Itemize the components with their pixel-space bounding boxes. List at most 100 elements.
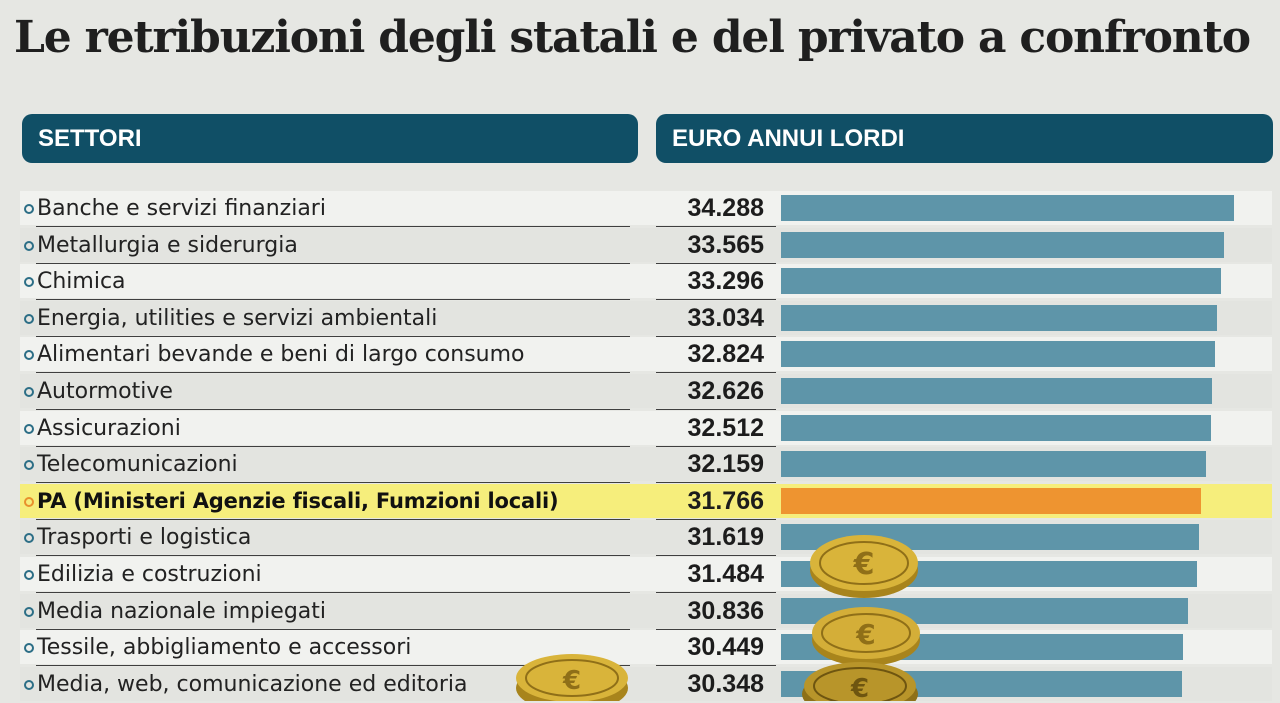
- category-label: Media, web, comunicazione ed editoria: [37, 672, 468, 697]
- chart-row: Chimica 33.296: [0, 263, 1280, 300]
- svg-text:€: €: [855, 618, 875, 651]
- value-divider: [656, 629, 776, 630]
- chart-row: Energia, utilities e servizi ambientali 3…: [0, 300, 1280, 337]
- value-label: 32.512: [687, 414, 764, 442]
- row-divider: [36, 299, 630, 300]
- svg-text:€: €: [853, 547, 875, 582]
- value-label: 31.484: [687, 560, 764, 588]
- value-divider: [656, 555, 776, 556]
- euro-header-label: EURO ANNUI LORDI: [672, 125, 905, 152]
- row-divider: [36, 482, 630, 483]
- bar: [781, 451, 1206, 477]
- value-divider: [656, 263, 776, 264]
- row-divider: [36, 263, 630, 264]
- value-divider: [656, 226, 776, 227]
- chart-row: Autormotive 32.626: [0, 373, 1280, 410]
- chart-row: Alimentari bevande e beni di largo consu…: [0, 336, 1280, 373]
- bullet-icon: [24, 497, 34, 507]
- category-label: Telecomunicazioni: [37, 452, 238, 477]
- value-divider: [656, 592, 776, 593]
- value-label: 30.449: [687, 633, 764, 661]
- category-label: Alimentari bevande e beni di largo consu…: [37, 342, 525, 367]
- bullet-icon: [24, 680, 34, 690]
- bullet-icon: [24, 204, 34, 214]
- value-label: 32.626: [687, 377, 764, 405]
- chart-row: Media nazionale impiegati 30.836: [0, 593, 1280, 630]
- chart-row: Trasporti e logistica 31.619: [0, 519, 1280, 556]
- bullet-icon: [24, 460, 34, 470]
- chart-title: Le retribuzioni degli statali e del priv…: [14, 12, 1251, 63]
- row-divider: [36, 555, 630, 556]
- bar: [781, 378, 1212, 404]
- highlight-bar: [781, 488, 1201, 514]
- bullet-icon: [24, 314, 34, 324]
- value-label: 31.766: [687, 487, 764, 515]
- chart-row: Telecomunicazioni 32.159: [0, 446, 1280, 483]
- category-label: Chimica: [37, 269, 126, 294]
- chart-row: Media, web, comunicazione ed editoria 30.…: [0, 666, 1280, 702]
- euro-coin-icon: €: [516, 654, 628, 701]
- value-label: 33.565: [687, 231, 764, 259]
- value-label: 32.159: [687, 450, 764, 478]
- euro-coin-icon: €: [802, 662, 918, 701]
- category-label: Tessile, abbigliamento e accessori: [37, 635, 412, 660]
- value-divider: [656, 665, 776, 666]
- bullet-icon: [24, 533, 34, 543]
- row-divider: [36, 336, 630, 337]
- chart-row: Metallurgia e siderurgia 33.565: [0, 227, 1280, 264]
- row-divider: [36, 372, 630, 373]
- category-label: Metallurgia e siderurgia: [37, 233, 298, 258]
- category-label: Edilizia e costruzioni: [37, 562, 262, 587]
- bar: [781, 341, 1215, 367]
- value-divider: [656, 446, 776, 447]
- sectors-header-label: SETTORI: [38, 125, 142, 152]
- row-divider: [36, 409, 630, 410]
- chart-row: PA (Ministeri Agenzie fiscali, Fumzioni …: [0, 483, 1280, 520]
- row-divider: [36, 592, 630, 593]
- category-label: Media nazionale impiegati: [37, 599, 327, 624]
- value-divider: [656, 336, 776, 337]
- value-divider: [656, 482, 776, 483]
- bar: [781, 305, 1217, 331]
- sectors-header: SETTORI: [22, 114, 638, 163]
- svg-text:€: €: [562, 666, 581, 696]
- row-divider: [36, 446, 630, 447]
- chart-row: Edilizia e costruzioni 31.484: [0, 556, 1280, 593]
- euro-coin-icon: €: [812, 607, 920, 666]
- bar: [781, 268, 1221, 294]
- value-label: 30.836: [687, 597, 764, 625]
- category-label: Banche e servizi finanziari: [37, 196, 326, 221]
- row-divider: [36, 226, 630, 227]
- value-label: 32.824: [687, 340, 764, 368]
- category-label: Trasporti e logistica: [37, 525, 252, 550]
- value-label: 33.034: [687, 304, 764, 332]
- bullet-icon: [24, 607, 34, 617]
- row-divider: [36, 629, 630, 630]
- category-label: Energia, utilities e servizi ambientali: [37, 306, 438, 331]
- value-label: 30.348: [687, 670, 764, 698]
- value-divider: [656, 409, 776, 410]
- bullet-icon: [24, 570, 34, 580]
- euro-header: EURO ANNUI LORDI: [656, 114, 1273, 163]
- row-divider: [36, 519, 630, 520]
- bullet-icon: [24, 350, 34, 360]
- chart-row: Assicurazioni 32.512: [0, 410, 1280, 447]
- bar: [781, 415, 1211, 441]
- bar: [781, 195, 1234, 221]
- value-label: 34.288: [687, 194, 764, 222]
- category-label: PA (Ministeri Agenzie fiscali, Fumzioni …: [37, 489, 559, 513]
- bullet-icon: [24, 241, 34, 251]
- category-label: Assicurazioni: [37, 416, 181, 441]
- chart-row: Tessile, abbigliamento e accessori 30.449: [0, 629, 1280, 666]
- value-divider: [656, 372, 776, 373]
- svg-text:€: €: [850, 674, 869, 701]
- bullet-icon: [24, 387, 34, 397]
- value-label: 31.619: [687, 523, 764, 551]
- value-divider: [656, 299, 776, 300]
- euro-coin-icon: €: [810, 535, 918, 598]
- bullet-icon: [24, 643, 34, 653]
- row-divider: [36, 665, 630, 666]
- bullet-icon: [24, 424, 34, 434]
- category-label: Autormotive: [37, 379, 173, 404]
- bullet-icon: [24, 277, 34, 287]
